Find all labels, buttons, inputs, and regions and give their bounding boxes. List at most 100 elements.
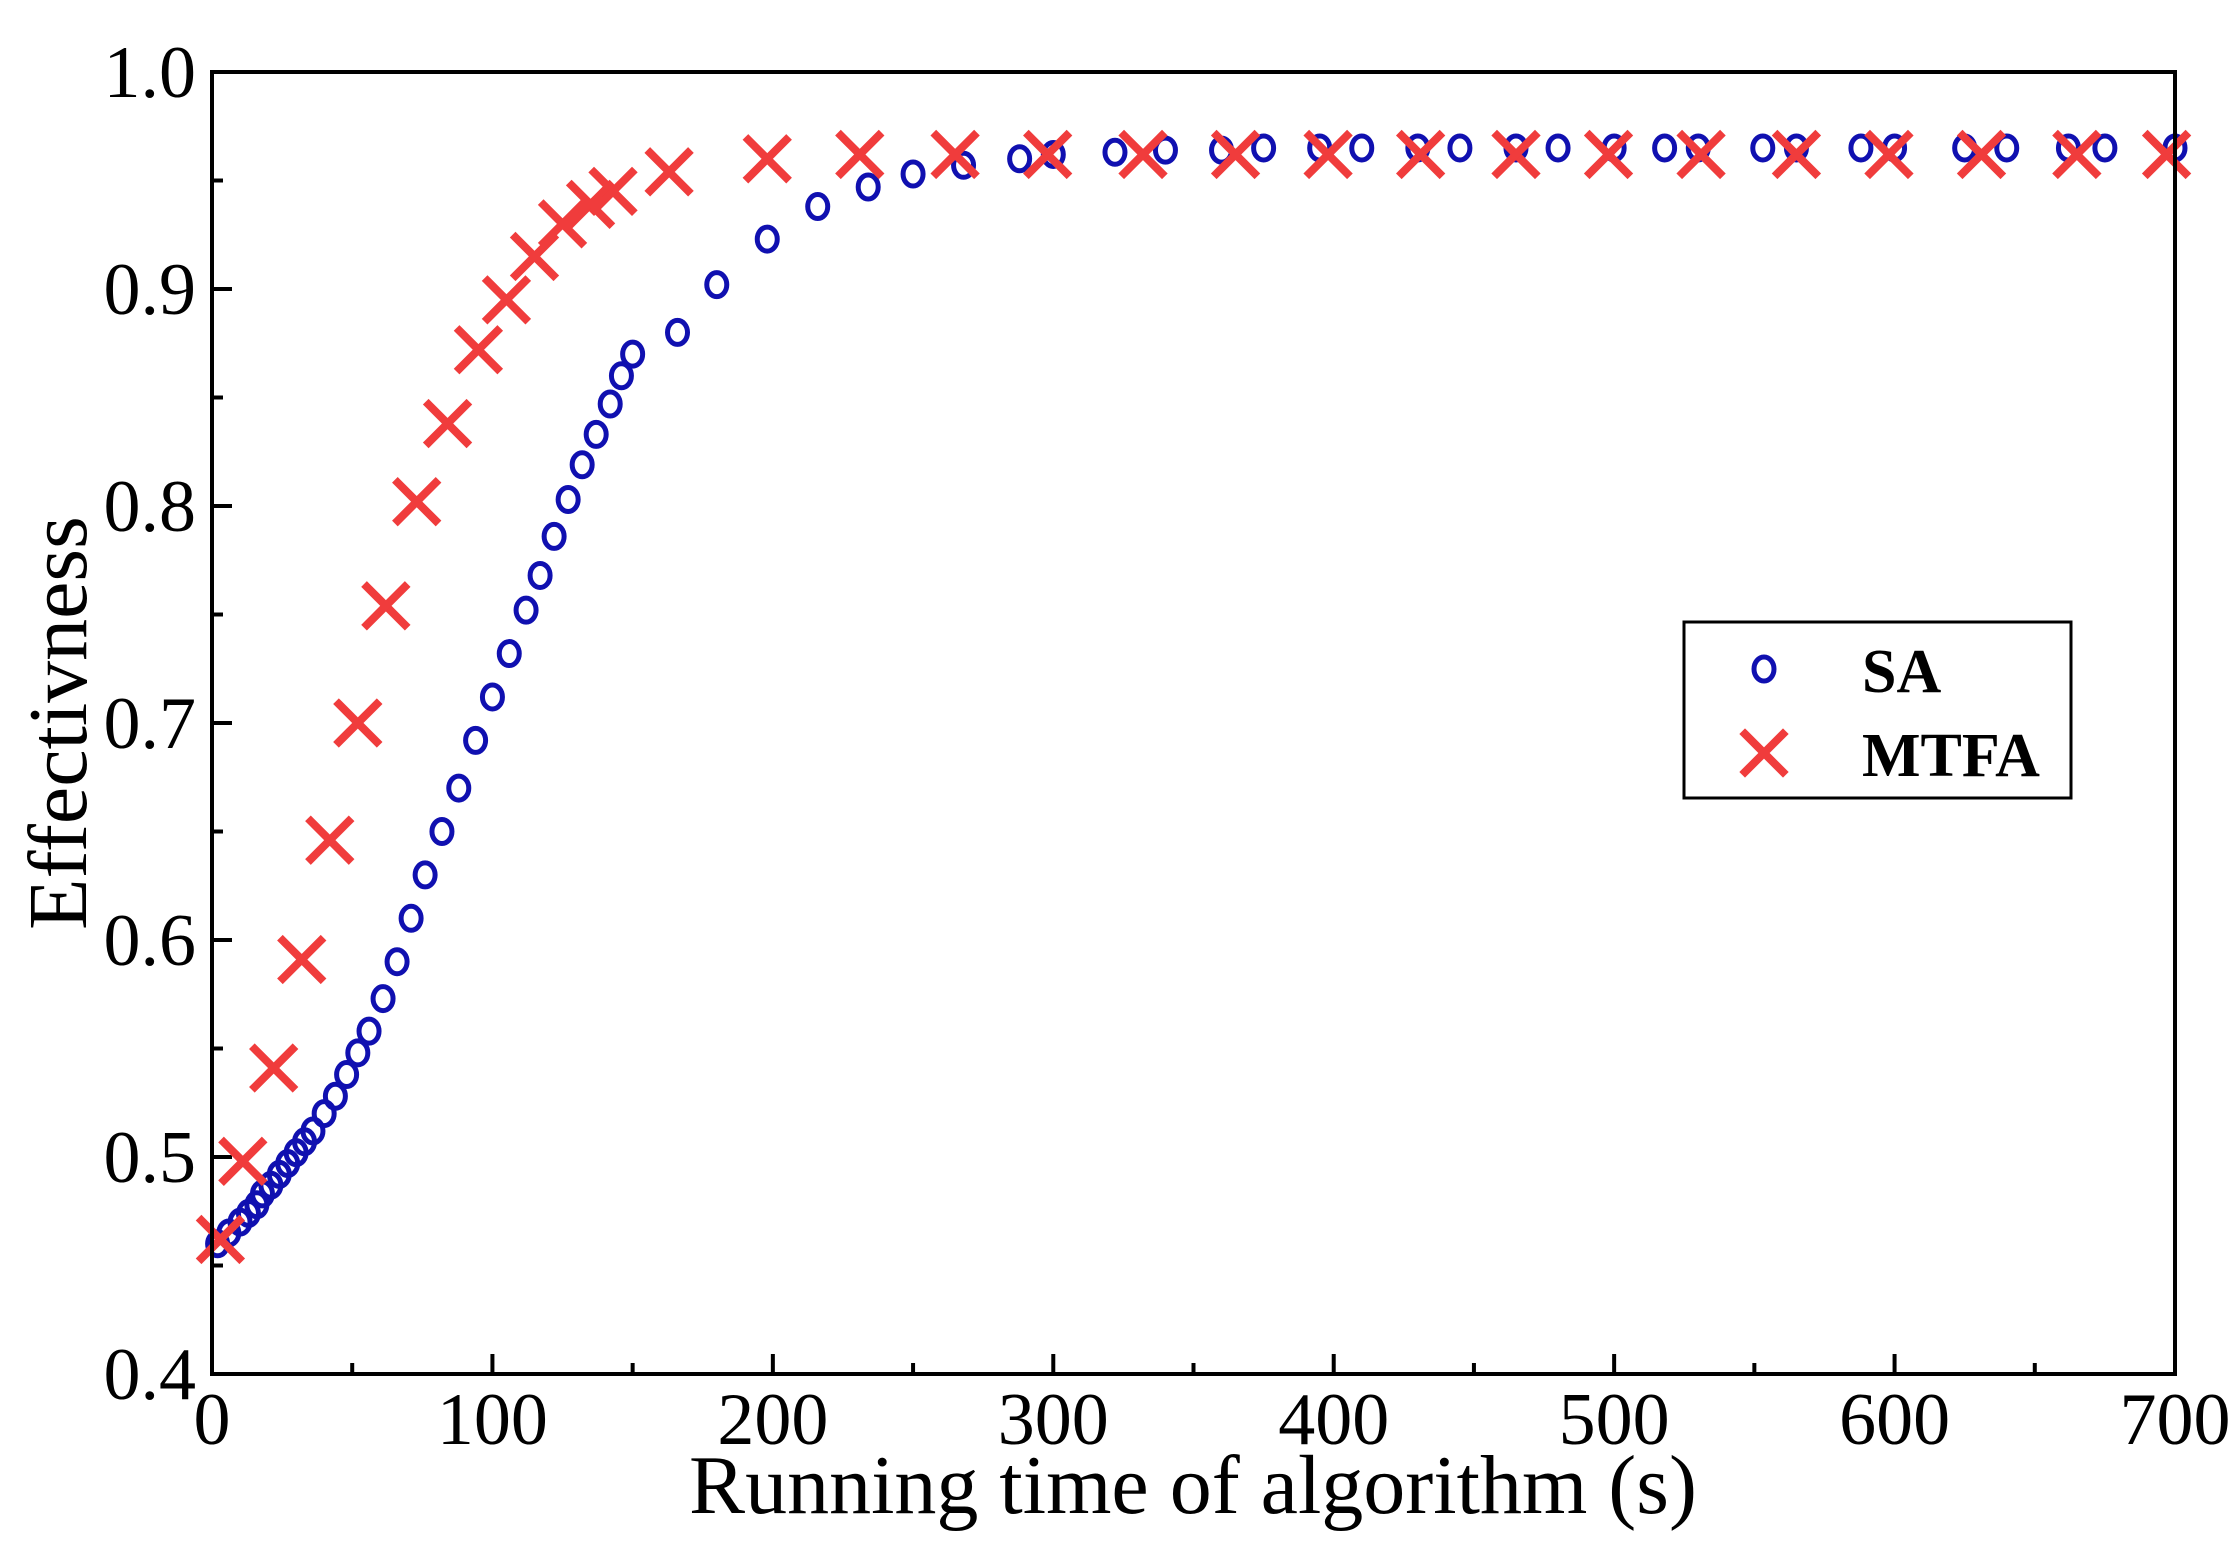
data-point-mtfa: [392, 477, 442, 527]
legend-label-sa: SA: [1862, 638, 1941, 706]
data-point-sa: [754, 224, 780, 254]
data-point-sa: [513, 595, 539, 625]
legend-symbol-circle: [1751, 654, 1777, 684]
data-point-mtfa: [1864, 129, 1914, 180]
data-point-sa: [398, 903, 424, 933]
data-point-sa: [569, 450, 595, 480]
data-points: [195, 129, 2192, 1265]
y-tick-label: 0.4: [104, 1334, 197, 1416]
data-point-mtfa: [333, 698, 383, 748]
data-point-mtfa: [1210, 129, 1261, 180]
data-point-mtfa: [644, 147, 694, 197]
y-tick-label: 0.5: [104, 1117, 197, 1199]
y-tick-label: 0.9: [104, 249, 197, 331]
data-point-mtfa: [930, 129, 980, 180]
data-point-mtfa: [195, 1214, 246, 1265]
data-point-sa: [597, 389, 623, 419]
data-point-sa: [412, 860, 438, 890]
legend-label-mtfa: MTFA: [1862, 722, 2040, 790]
x-tick-label: 0: [194, 1379, 231, 1461]
data-point-mtfa: [742, 134, 792, 184]
data-point-sa: [608, 361, 634, 391]
data-point-sa: [1750, 133, 1776, 163]
legend-marker-sa: [1751, 654, 1777, 684]
series-mtfa: [195, 129, 2192, 1265]
x-tick-label: 400: [1278, 1379, 1389, 1461]
data-point-mtfa: [565, 179, 616, 230]
data-point-mtfa: [361, 581, 411, 631]
data-point-mtfa: [588, 166, 638, 217]
x-tick-label: 600: [1839, 1379, 1950, 1461]
data-point-sa: [1848, 133, 1874, 163]
x-tick-label: 200: [717, 1379, 828, 1461]
data-point-mtfa: [835, 129, 885, 180]
legend-marker-mtfa: [1739, 728, 1789, 778]
data-point-mtfa: [1956, 129, 2007, 180]
data-point-sa: [541, 521, 567, 551]
data-point-sa: [496, 639, 522, 669]
data-point-sa: [855, 172, 881, 202]
legend-symbol-x: [1739, 728, 1789, 778]
y-tick-label: 0.6: [104, 900, 197, 982]
data-point-mtfa: [1023, 129, 1073, 180]
data-point-mtfa: [2052, 129, 2102, 180]
x-tick-label: 100: [437, 1379, 548, 1461]
data-point-sa: [479, 682, 505, 712]
x-axis-title: Running time of algorithm (s): [689, 1439, 1697, 1532]
data-point-sa: [1152, 135, 1178, 165]
data-point-mtfa: [481, 275, 532, 325]
data-point-mtfa: [1303, 129, 1353, 180]
data-point-sa: [1652, 133, 1678, 163]
data-point-mtfa: [2141, 129, 2192, 180]
data-point-mtfa: [1491, 129, 1541, 180]
data-point-sa: [900, 159, 926, 189]
data-point-sa: [555, 484, 581, 514]
data-point-sa: [1007, 144, 1033, 174]
data-point-mtfa: [1118, 129, 1168, 180]
data-point-sa: [527, 560, 553, 590]
data-point-sa: [704, 270, 730, 300]
plot-area-frame: [210, 70, 2177, 1376]
y-tick-label: 1.0: [104, 32, 197, 114]
data-point-mtfa: [305, 815, 355, 865]
data-point-sa: [322, 1081, 348, 1111]
data-point-sa: [583, 419, 609, 449]
data-point-sa: [665, 317, 691, 347]
data-point-mtfa: [218, 1136, 268, 1186]
data-point-mtfa: [249, 1043, 299, 1093]
data-point-mtfa: [1395, 129, 1446, 180]
data-point-sa: [951, 150, 977, 180]
y-tick-label: 0.7: [104, 683, 197, 765]
data-point-sa: [463, 725, 489, 755]
data-point-mtfa: [277, 934, 327, 985]
data-point-sa: [2092, 133, 2118, 163]
data-point-sa: [1447, 133, 1473, 163]
legend: SA MTFA: [1682, 620, 2073, 800]
data-point-mtfa: [1583, 129, 1634, 180]
x-tick-label: 300: [998, 1379, 1109, 1461]
x-tick-label: 500: [1559, 1379, 1670, 1461]
axis-tick-labels: 0 100 200 300 400 500 600 700 0.4 0.5 0.6 0.7 0.8 0.9…: [104, 32, 2231, 1461]
data-point-sa: [620, 339, 646, 369]
data-point-mtfa: [1676, 129, 1726, 180]
data-point-sa: [1545, 133, 1571, 163]
data-point-sa: [446, 773, 472, 803]
data-point-sa: [1994, 133, 2020, 163]
data-point-mtfa: [1771, 129, 1822, 180]
data-point-sa: [334, 1060, 360, 1090]
data-point-mtfa: [537, 199, 588, 249]
data-point-sa: [384, 947, 410, 977]
data-point-sa: [1251, 133, 1277, 163]
data-point-mtfa: [422, 398, 473, 449]
data-point-sa: [805, 192, 831, 222]
data-point-mtfa: [453, 325, 504, 375]
data-point-sa: [345, 1038, 371, 1068]
data-point-sa: [1349, 133, 1375, 163]
data-point-sa: [429, 817, 455, 846]
data-point-sa: [356, 1016, 382, 1046]
y-tick-label: 0.8: [104, 466, 197, 548]
x-tick-label: 700: [2120, 1379, 2231, 1461]
data-point-sa: [1102, 137, 1128, 167]
